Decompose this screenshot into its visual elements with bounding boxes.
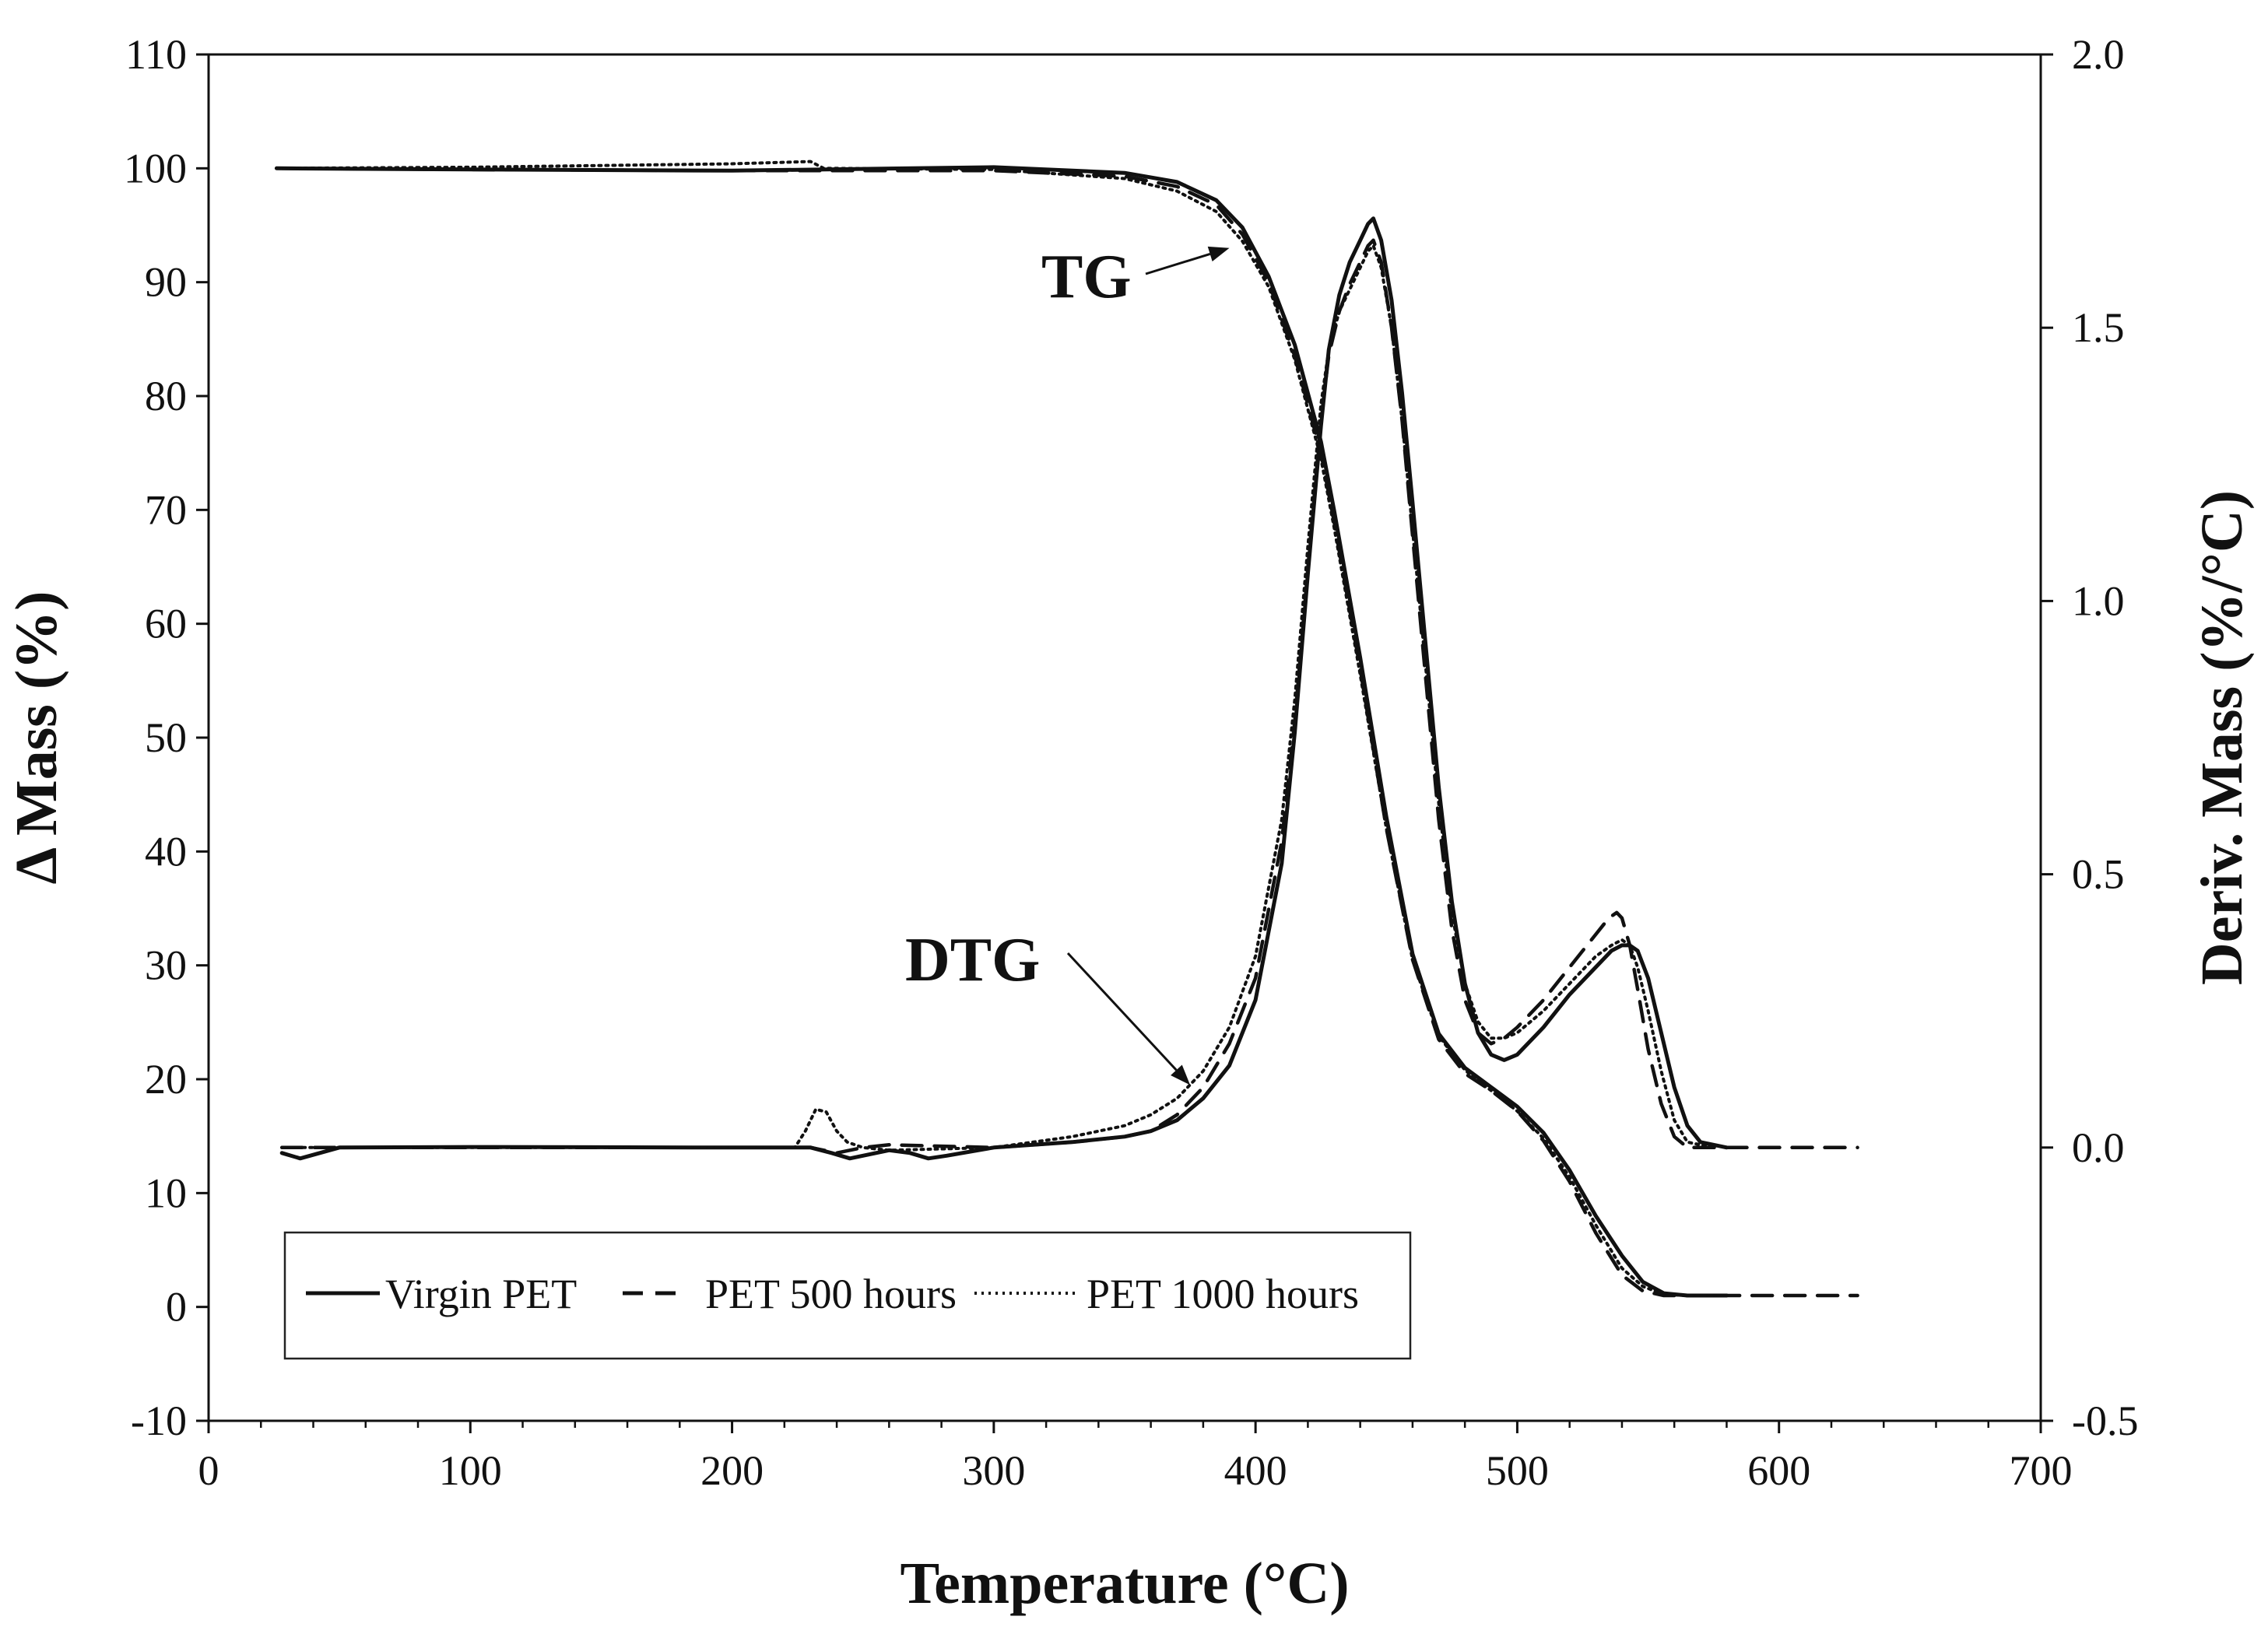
legend-box bbox=[283, 1231, 1412, 1360]
left-y-tick-label: 40 bbox=[145, 828, 187, 875]
left-y-tick-label: 70 bbox=[145, 486, 187, 533]
left-y-tick-label: 100 bbox=[124, 145, 187, 191]
x-tick-label: 200 bbox=[700, 1447, 764, 1494]
left-y-tick-label: 90 bbox=[145, 259, 187, 306]
left-y-tick-label: 60 bbox=[145, 601, 187, 647]
x-tick-label: 400 bbox=[1224, 1447, 1287, 1494]
series-lines bbox=[274, 160, 1859, 1298]
left-y-tick-label: 110 bbox=[125, 31, 187, 78]
left-y-tick-label: -10 bbox=[131, 1397, 187, 1444]
tg-arrowhead bbox=[1207, 246, 1230, 261]
right-y-tick-label: 0.5 bbox=[2072, 851, 2125, 898]
x-tick-label: 100 bbox=[439, 1447, 502, 1494]
annotations: TG DTG bbox=[905, 243, 1230, 1085]
axes: 0 100 200 300 400 500 600 700-10010203040506070… bbox=[124, 31, 2138, 1494]
left-y-tick-label: 30 bbox=[145, 942, 187, 989]
x-axis-title: Temperature (°C) bbox=[900, 1551, 1349, 1616]
left-y-tick-label: 50 bbox=[145, 714, 187, 761]
dtg-annotation-arrow bbox=[1066, 952, 1178, 1071]
legend: Virgin PET PET 500 hours PET 1000 hours bbox=[283, 1231, 1412, 1360]
tg-annotation-label: TG bbox=[1041, 243, 1132, 311]
dtg-line-pet-500-hours bbox=[279, 238, 1859, 1155]
legend-label-pet-1000-hours: PET 1000 hours bbox=[1087, 1271, 1359, 1317]
x-tick-label: 500 bbox=[1486, 1447, 1549, 1494]
left-y-axis-title: Δ Mass (%) bbox=[4, 591, 69, 885]
tg-annotation-arrow bbox=[1145, 253, 1211, 275]
right-y-axis-title: Deriv. Mass (%/°C) bbox=[2189, 490, 2255, 985]
right-y-tick-label: 1.0 bbox=[2072, 577, 2125, 624]
right-y-tick-label: 2.0 bbox=[2072, 31, 2125, 78]
tg-line-pet-1000-hours bbox=[275, 160, 1729, 1297]
left-y-tick-label: 0 bbox=[166, 1284, 187, 1331]
x-tick-label: 0 bbox=[198, 1447, 219, 1494]
left-y-tick-label: 10 bbox=[145, 1169, 187, 1216]
right-y-tick-label: -0.5 bbox=[2072, 1397, 2138, 1444]
tg-line-virgin-pet bbox=[274, 165, 1729, 1298]
left-y-tick-label: 20 bbox=[145, 1056, 187, 1103]
legend-label-pet-500-hours: PET 500 hours bbox=[705, 1271, 957, 1317]
left-y-tick-label: 80 bbox=[145, 373, 187, 419]
x-tick-label: 600 bbox=[1747, 1447, 1810, 1494]
dtg-arrowhead bbox=[1171, 1064, 1191, 1085]
x-tick-label: 700 bbox=[2010, 1447, 2073, 1494]
right-y-tick-label: 0.0 bbox=[2072, 1124, 2125, 1171]
dtg-annotation-label: DTG bbox=[905, 926, 1040, 994]
x-tick-label: 300 bbox=[962, 1447, 1025, 1494]
dtg-line-pet-1000-hours bbox=[280, 244, 1715, 1152]
legend-label-virgin-pet: Virgin PET bbox=[385, 1271, 577, 1317]
right-y-tick-label: 1.5 bbox=[2072, 304, 2125, 351]
